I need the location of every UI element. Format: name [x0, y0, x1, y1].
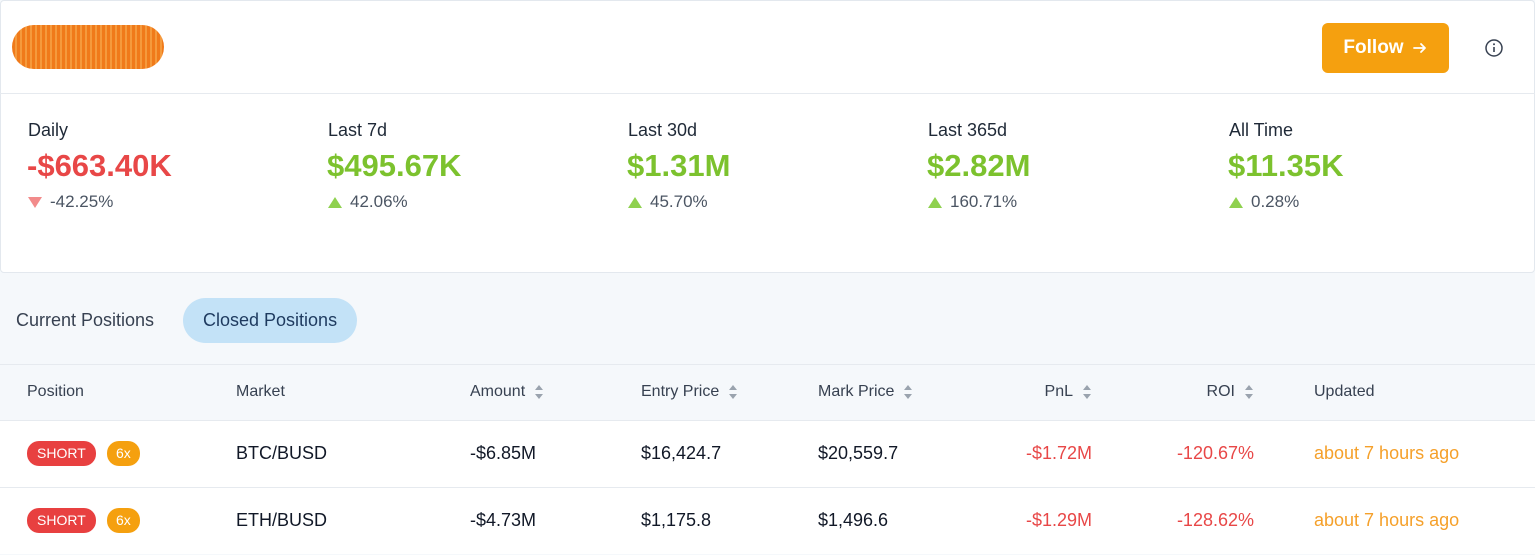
cell: -$6.85M	[470, 443, 537, 463]
table-header	[0, 364, 1535, 421]
up-triangle	[928, 196, 942, 208]
stat-change-text: -42.25%	[50, 192, 114, 211]
cell: $1,175.8	[641, 510, 712, 530]
sort-icon	[904, 385, 913, 399]
cell: -$1.72M	[1025, 443, 1092, 463]
sort-icon	[729, 385, 738, 399]
column-header: Market	[236, 383, 285, 401]
sort-icon	[1245, 385, 1253, 399]
column-label: Market	[236, 383, 285, 400]
stat-value: $2.82M	[927, 148, 1031, 183]
column-label: Entry Price	[641, 383, 720, 400]
side-badge: SHORT	[27, 508, 96, 533]
stat-label: Last 7d	[328, 120, 388, 140]
table-row	[0, 420, 1535, 487]
tab[interactable]: Closed Positions	[183, 298, 358, 343]
down-triangle	[28, 196, 42, 208]
table-row	[0, 487, 1535, 554]
cell: -$4.73M	[470, 510, 537, 530]
follow-button[interactable]: Follow	[1322, 23, 1449, 73]
stat-change-text: 45.70%	[650, 192, 708, 211]
sort-icon	[535, 385, 544, 399]
stat-change-text: 42.06%	[350, 192, 408, 211]
tab[interactable]: Current Positions	[16, 310, 155, 330]
column-label: Mark Price	[818, 383, 895, 400]
stat-value: $1.31M	[627, 148, 731, 183]
stat-change: 45.70%	[628, 192, 708, 212]
leverage-badge: 6x	[107, 508, 140, 533]
up-triangle	[628, 196, 642, 208]
up-triangle	[328, 196, 342, 208]
column-header: Position	[27, 383, 84, 401]
stat-value: $495.67K	[327, 148, 462, 183]
arrow-icon	[1412, 43, 1426, 53]
info-icon[interactable]	[1484, 38, 1504, 58]
column-label: Position	[27, 383, 84, 400]
cell: -128.62%	[1176, 510, 1254, 530]
cell: ETH/BUSD	[236, 510, 328, 530]
column-header[interactable]: Amount	[470, 383, 544, 401]
column-header[interactable]: PnL	[1045, 383, 1092, 401]
stat-label: Daily	[28, 120, 69, 140]
column-label: PnL	[1044, 383, 1073, 400]
redacted-name	[12, 25, 164, 69]
cell: $16,424.7	[641, 443, 722, 463]
up-triangle	[1229, 196, 1243, 208]
summary-card	[0, 0, 1535, 273]
cell: BTC/BUSD	[236, 443, 328, 463]
stat-label: Last 365d	[928, 120, 1008, 140]
stat-change: 0.28%	[1229, 192, 1299, 212]
column-header[interactable]: ROI	[1207, 383, 1254, 401]
stat-label: Last 30d	[628, 120, 698, 140]
sort-icon	[1083, 385, 1091, 399]
stat-change-text: 160.71%	[950, 192, 1018, 211]
stat-change: -42.25%	[28, 192, 113, 212]
stat-value: -$663.40K	[27, 148, 172, 183]
column-label: Amount	[470, 383, 526, 400]
cell: -120.67%	[1176, 443, 1254, 463]
column-label: ROI	[1206, 383, 1235, 400]
column-label: Updated	[1314, 383, 1375, 400]
cell: about 7 hours ago	[1314, 510, 1460, 530]
side-badge: SHORT	[27, 441, 96, 466]
cell: -$1.29M	[1025, 510, 1092, 530]
stat-change-text: 0.28%	[1251, 192, 1300, 211]
column-header: Updated	[1314, 383, 1375, 401]
cell: about 7 hours ago	[1314, 443, 1460, 463]
divider	[0, 93, 1535, 94]
stat-label: All Time	[1229, 120, 1294, 140]
stat-change: 42.06%	[328, 192, 408, 212]
stat-value: $11.35K	[1228, 148, 1344, 183]
cell: $20,559.7	[818, 443, 899, 463]
follow-label: Follow	[1343, 37, 1404, 58]
leverage-badge: 6x	[107, 441, 140, 466]
cell: $1,496.6	[818, 510, 889, 530]
column-header[interactable]: Mark Price	[818, 383, 913, 401]
column-header[interactable]: Entry Price	[641, 383, 738, 401]
stat-change: 160.71%	[928, 192, 1017, 212]
